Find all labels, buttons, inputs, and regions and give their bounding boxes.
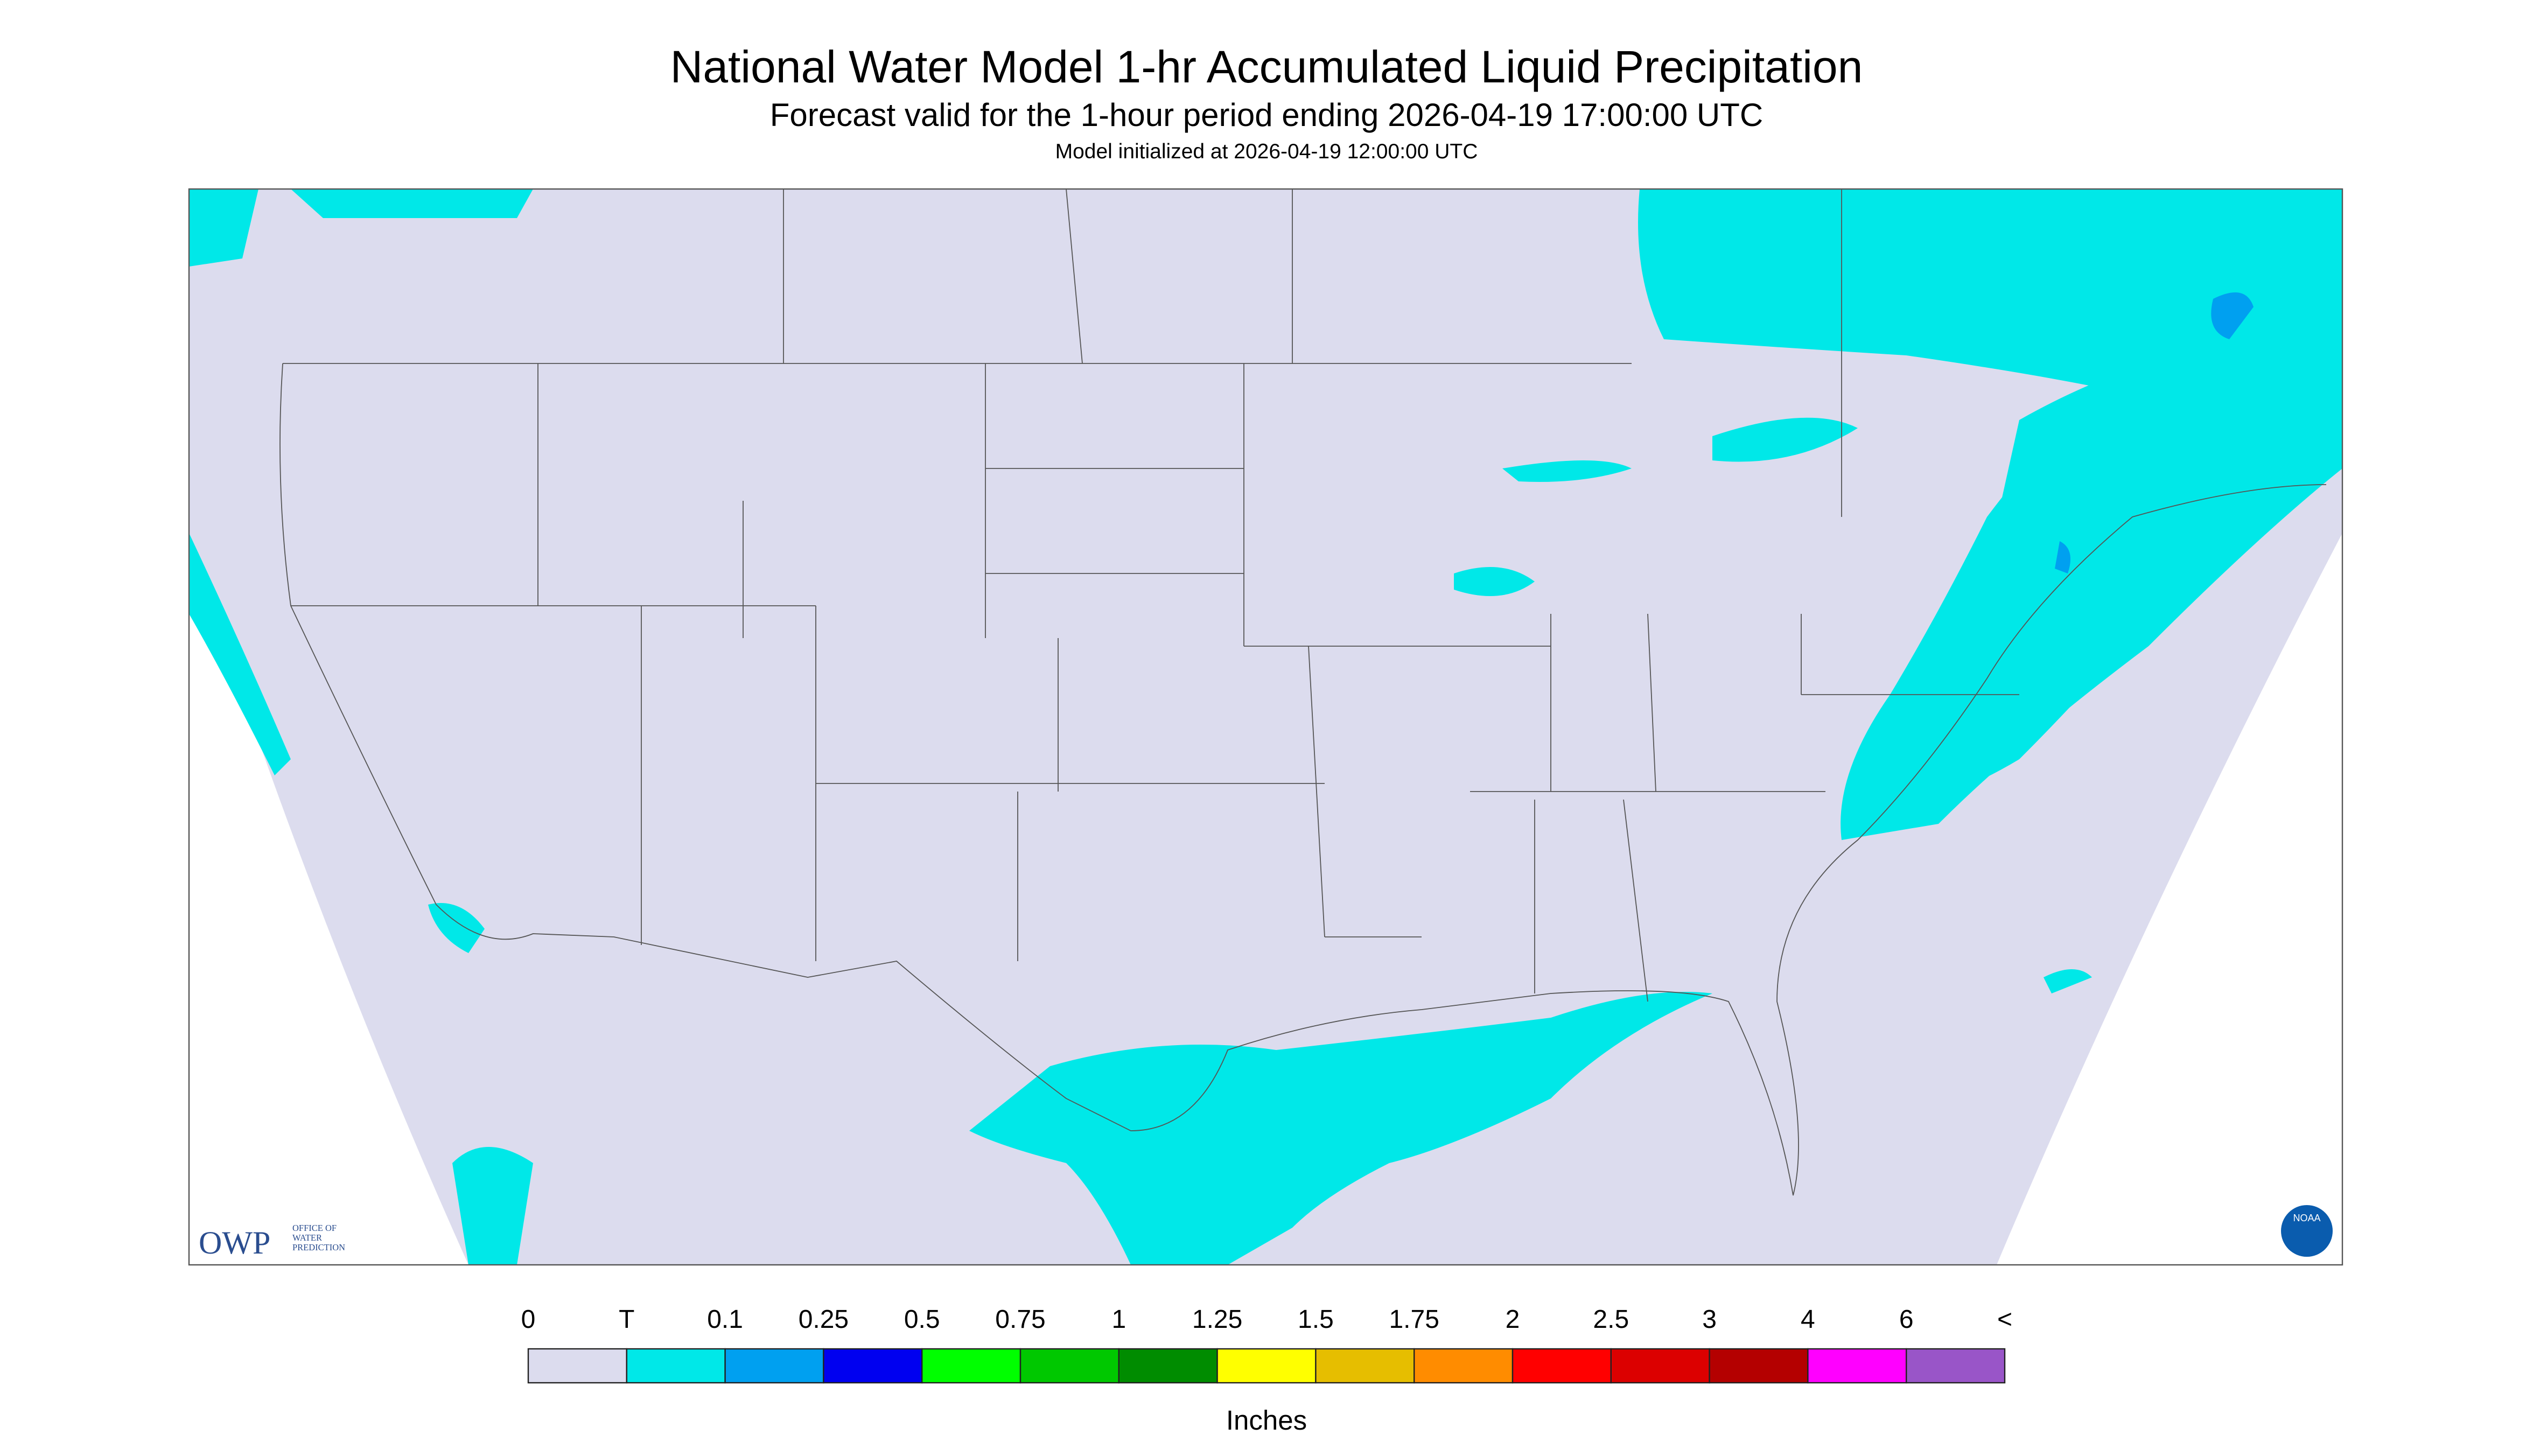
precip-moderate [2055, 292, 2254, 574]
noaa-logo [2281, 1205, 2333, 1257]
colorbar-swatch [1905, 1348, 2006, 1384]
colorbar-swatch [1610, 1348, 1710, 1384]
domain [189, 189, 2342, 1265]
colorbar-units: Inches [1226, 1405, 1307, 1436]
colorbar-label: 1.25 [1192, 1305, 1242, 1334]
owp-logo-line: PREDICTION [292, 1242, 345, 1252]
colorbar-label: 1.75 [1389, 1305, 1439, 1334]
colorbar-label: 6 [1899, 1305, 1914, 1334]
subtitle: Forecast valid for the 1-hour period end… [770, 97, 1763, 133]
map-frame [188, 188, 2343, 1266]
colorbar-swatch [1216, 1348, 1317, 1384]
colorbar-swatch [1315, 1348, 1415, 1384]
colorbar-swatch [724, 1348, 824, 1384]
us-outline [279, 363, 2327, 1196]
colorbar-label: 3 [1702, 1305, 1717, 1334]
owp-logo: OWP [199, 1225, 270, 1261]
colorbar-label: 1 [1111, 1305, 1126, 1334]
precip-lakes [1454, 417, 1858, 597]
owp-logo-line: WATER [292, 1233, 322, 1243]
title: National Water Model 1-hr Accumulated Li… [670, 41, 1863, 92]
colorbar-swatch [527, 1348, 628, 1384]
colorbar-swatch [1807, 1348, 1907, 1384]
colorbar-label: 1.5 [1298, 1305, 1334, 1334]
colorbar-swatch [626, 1348, 726, 1384]
colorbar-label: 4 [1801, 1305, 1815, 1334]
colorbar-swatch [823, 1348, 923, 1384]
precip-coast [1874, 323, 2342, 808]
colorbar-label: T [619, 1305, 634, 1334]
colorbar-label: 2.5 [1593, 1305, 1629, 1334]
colorbar-label: 2 [1506, 1305, 1520, 1334]
precip-west [189, 189, 533, 776]
precip-gulf [969, 992, 1712, 1265]
state-lines [291, 188, 2019, 1002]
precip-northeast [1638, 189, 2342, 841]
colorbar-swatch [921, 1348, 1021, 1384]
colorbar-swatch [1118, 1348, 1218, 1384]
colorbar-swatch [1414, 1348, 1514, 1384]
colorbar-label: 0.25 [799, 1305, 849, 1334]
colorbar-swatch [1512, 1348, 1612, 1384]
owp-logo-line: OFFICE OF [292, 1223, 337, 1233]
colorbar-label: < [1997, 1305, 2012, 1334]
colorbar-swatch [1019, 1348, 1120, 1384]
colorbar-label: 0 [521, 1305, 536, 1334]
noaa-logo-text: NOAA [2293, 1213, 2320, 1223]
colorbar-swatch [1709, 1348, 1809, 1384]
init-time: Model initialized at 2026-04-19 12:00:00… [1055, 140, 1478, 163]
colorbar-label: 0.5 [904, 1305, 940, 1334]
colorbar-label: 0.75 [995, 1305, 1045, 1334]
colorbar-label: 0.1 [707, 1305, 743, 1334]
colorbar: 0 T 0.1 0.25 0.5 0.75 1 1.25 1.5 1.75 2 2.5 3 4 6 < [521, 1305, 2012, 1384]
